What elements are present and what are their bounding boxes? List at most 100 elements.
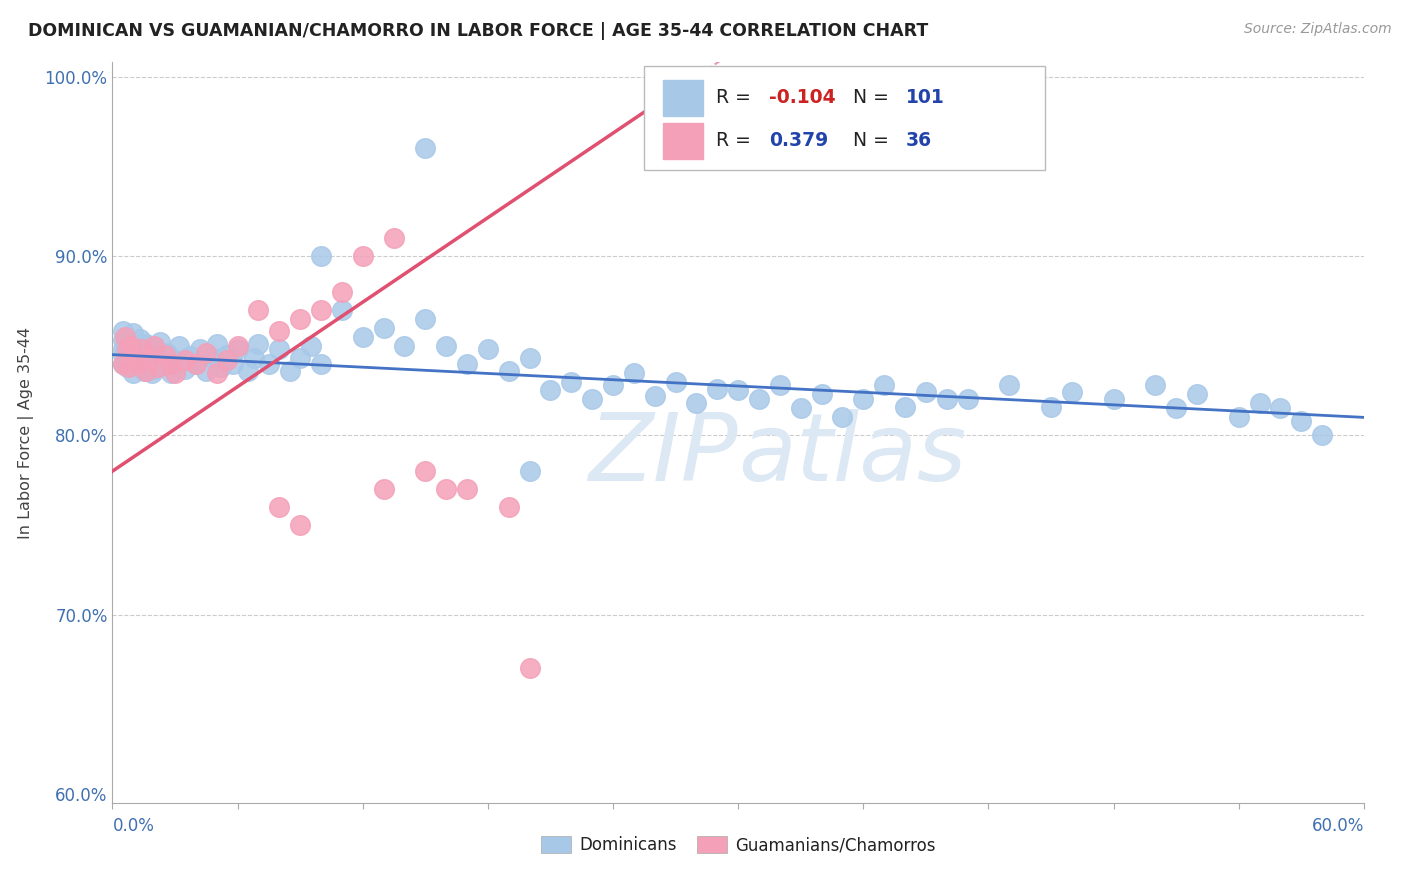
Point bbox=[1227, 410, 1250, 425]
Point bbox=[1039, 400, 1063, 414]
Point bbox=[114, 329, 136, 343]
Point bbox=[226, 339, 249, 353]
Point bbox=[118, 360, 141, 375]
Point bbox=[852, 392, 875, 407]
Point bbox=[135, 337, 157, 351]
Point bbox=[290, 311, 312, 326]
Point bbox=[831, 410, 853, 425]
Point bbox=[257, 357, 280, 371]
Point bbox=[163, 353, 186, 368]
Point bbox=[111, 357, 134, 371]
Point bbox=[143, 353, 166, 368]
Point bbox=[122, 346, 145, 360]
Point bbox=[179, 350, 201, 364]
Point bbox=[226, 343, 249, 357]
Point bbox=[685, 396, 707, 410]
Point bbox=[1102, 392, 1125, 407]
Point bbox=[174, 362, 197, 376]
Point bbox=[519, 464, 541, 478]
Text: atlas: atlas bbox=[738, 409, 966, 500]
Text: 36: 36 bbox=[905, 130, 932, 150]
Point bbox=[115, 335, 138, 350]
Point bbox=[373, 320, 395, 334]
Point bbox=[139, 344, 162, 359]
Point bbox=[148, 350, 170, 364]
Point bbox=[299, 339, 322, 353]
Point bbox=[1310, 428, 1333, 442]
Point bbox=[309, 357, 332, 371]
Point bbox=[184, 357, 207, 371]
Point bbox=[205, 337, 228, 351]
Point bbox=[132, 351, 155, 366]
Point bbox=[1185, 387, 1208, 401]
Text: ZIP: ZIP bbox=[589, 409, 738, 500]
Point bbox=[290, 351, 312, 366]
Text: N =: N = bbox=[853, 87, 896, 107]
Point bbox=[217, 353, 239, 368]
Point bbox=[118, 355, 141, 369]
Point bbox=[209, 360, 232, 375]
Point bbox=[243, 351, 266, 366]
Point bbox=[143, 362, 166, 376]
Text: 101: 101 bbox=[905, 87, 945, 107]
Point bbox=[309, 249, 332, 263]
Point bbox=[706, 382, 728, 396]
Point bbox=[330, 285, 353, 299]
Point bbox=[1164, 401, 1187, 416]
Point bbox=[132, 364, 155, 378]
Point bbox=[413, 141, 436, 155]
Point bbox=[136, 357, 159, 371]
FancyBboxPatch shape bbox=[644, 66, 1045, 169]
Point bbox=[456, 357, 478, 371]
Point bbox=[217, 348, 239, 362]
Point bbox=[195, 346, 218, 360]
Point bbox=[519, 351, 541, 366]
Point bbox=[148, 360, 170, 375]
Point bbox=[149, 335, 172, 350]
Point bbox=[111, 348, 134, 362]
Point bbox=[538, 384, 561, 398]
Point bbox=[352, 249, 374, 263]
Text: R =: R = bbox=[716, 87, 756, 107]
Point bbox=[131, 343, 153, 357]
Point bbox=[160, 366, 183, 380]
Point bbox=[602, 378, 624, 392]
Y-axis label: In Labor Force | Age 35-44: In Labor Force | Age 35-44 bbox=[17, 326, 34, 539]
Point bbox=[269, 343, 291, 357]
Point bbox=[519, 661, 541, 675]
Text: 0.0%: 0.0% bbox=[112, 817, 155, 835]
Point bbox=[120, 339, 142, 353]
Bar bbox=[664, 80, 703, 116]
Point bbox=[769, 378, 792, 392]
Point bbox=[115, 348, 138, 362]
Point bbox=[330, 302, 353, 317]
Text: -0.104: -0.104 bbox=[769, 87, 837, 107]
Point bbox=[139, 351, 162, 366]
Point bbox=[644, 389, 666, 403]
Point bbox=[413, 464, 436, 478]
Point bbox=[153, 348, 176, 362]
Text: 60.0%: 60.0% bbox=[1312, 817, 1364, 835]
Point bbox=[269, 500, 291, 514]
Point bbox=[434, 339, 457, 353]
Point bbox=[120, 343, 142, 357]
Point bbox=[413, 311, 436, 326]
Point bbox=[128, 331, 150, 345]
Point bbox=[309, 302, 332, 317]
Text: 0.379: 0.379 bbox=[769, 130, 828, 150]
Point bbox=[956, 392, 979, 407]
Point bbox=[1270, 401, 1292, 416]
Point bbox=[560, 375, 582, 389]
Bar bbox=[664, 123, 703, 159]
Point bbox=[167, 339, 190, 353]
Point bbox=[143, 339, 166, 353]
Point bbox=[1060, 385, 1083, 400]
Point bbox=[122, 366, 145, 380]
Point bbox=[873, 378, 896, 392]
Point bbox=[122, 326, 145, 340]
Point bbox=[790, 401, 813, 416]
Point bbox=[915, 385, 938, 400]
Point bbox=[290, 517, 312, 532]
Point bbox=[434, 482, 457, 496]
Point bbox=[184, 357, 207, 371]
